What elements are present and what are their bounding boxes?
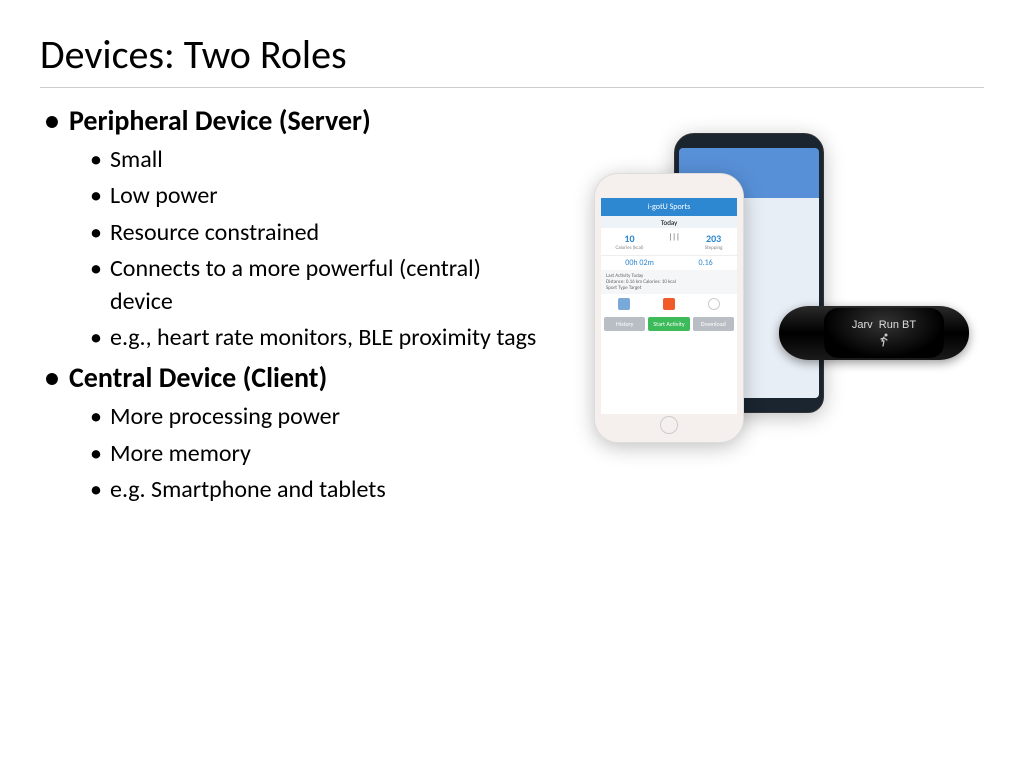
devices-illustration: Jarv Run BT i-gotU Sports Today 10Calori… (564, 133, 984, 443)
list-item: Connects to a more powerful (central) de… (90, 253, 544, 318)
content-area: Peripheral Device (Server) Small Low pow… (40, 103, 984, 513)
phone-front-icon: i-gotU Sports Today 10Calories (kcal) ||… (594, 173, 744, 443)
section-heading: Central Device (Client) (40, 360, 544, 395)
sub-list: More processing power More memory e.g. S… (40, 401, 544, 506)
flame-mini-icon (663, 298, 675, 310)
stat-right: 203Stepping (705, 232, 723, 251)
slide-title: Devices: Two Roles (40, 30, 984, 88)
section-central: Central Device (Client) More processing … (40, 360, 544, 506)
start-mini-button: Start Activity (648, 317, 689, 331)
band-model: Run BT (879, 319, 916, 331)
band-brand: Jarv (852, 319, 873, 331)
time-left: 00h 02m (625, 258, 654, 268)
image-column: Jarv Run BT i-gotU Sports Today 10Calori… (564, 103, 984, 513)
list-item: More memory (90, 438, 544, 470)
list-item: More processing power (90, 401, 544, 433)
info-block: Last Activity Today Distance: 0.16 km Ca… (601, 270, 737, 294)
list-item: Low power (90, 180, 544, 212)
home-button-icon (660, 416, 678, 434)
history-mini-button: History (604, 317, 645, 331)
text-column: Peripheral Device (Server) Small Low pow… (40, 103, 544, 513)
section-peripheral: Peripheral Device (Server) Small Low pow… (40, 103, 544, 354)
list-item: Small (90, 144, 544, 176)
stat-left: 10Calories (kcal) (615, 232, 643, 251)
app-title-bar: i-gotU Sports (601, 198, 737, 216)
list-item: e.g., heart rate monitors, BLE proximity… (90, 322, 544, 354)
list-item: e.g. Smartphone and tablets (90, 474, 544, 506)
sub-list: Small Low power Resource constrained Con… (40, 144, 544, 354)
list-item: Resource constrained (90, 217, 544, 249)
time-right: 0.16 (699, 258, 713, 268)
download-mini-button: Download (693, 317, 734, 331)
run-mini-icon (618, 298, 630, 310)
outline-list: Peripheral Device (Server) Small Low pow… (40, 103, 544, 507)
wristband-icon: Jarv Run BT (774, 288, 974, 378)
target-mini-icon (708, 298, 720, 310)
section-heading: Peripheral Device (Server) (40, 103, 544, 138)
icons-row (601, 294, 737, 314)
runner-icon (878, 333, 890, 347)
tab-label: Today (601, 216, 737, 228)
